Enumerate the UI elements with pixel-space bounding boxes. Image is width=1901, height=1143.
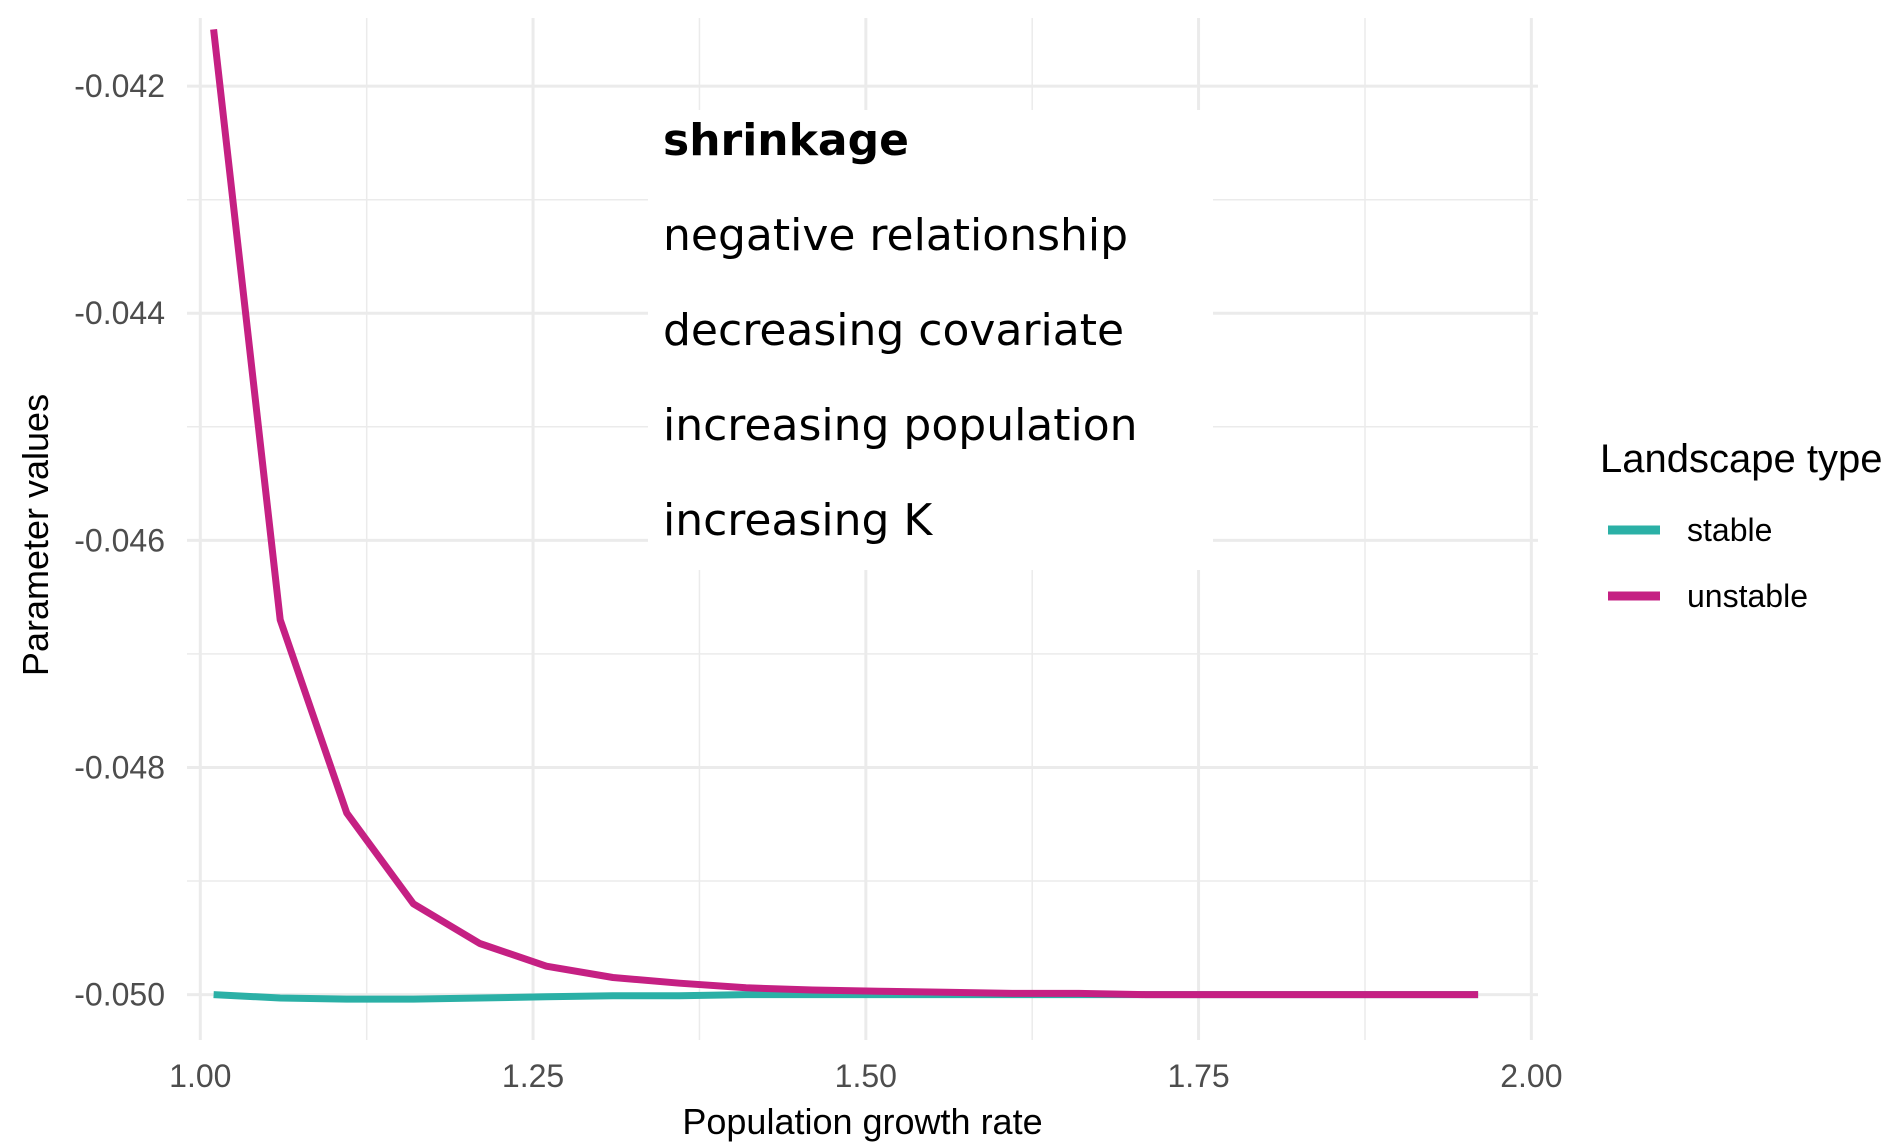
- annotation-background: [648, 110, 1213, 570]
- annotation-line: decreasing covariate: [663, 305, 1124, 356]
- annotation-line: increasing K: [663, 495, 933, 546]
- y-tick-label: -0.048: [74, 749, 165, 785]
- x-axis-tick-labels: 1.00 1.25 1.50 1.75 2.00: [169, 1058, 1562, 1094]
- series-lines: [210, 29, 1479, 1003]
- annotation-line: negative relationship: [663, 210, 1128, 261]
- y-axis-title: Parameter values: [15, 394, 56, 676]
- x-axis-title: Population growth rate: [682, 1101, 1042, 1142]
- x-tick-label: 1.25: [502, 1058, 564, 1094]
- x-tick-label: 2.00: [1500, 1058, 1562, 1094]
- series-line-unstable: [210, 29, 1479, 999]
- x-tick-label: 1.50: [835, 1058, 897, 1094]
- y-tick-label: -0.044: [74, 295, 165, 331]
- annotation-line: shrinkage: [663, 115, 909, 166]
- annotation-text-block: shrinkage negative relationship decreasing…: [663, 115, 1138, 546]
- legend-title: Landscape type: [1600, 437, 1882, 481]
- x-tick-label: 1.75: [1167, 1058, 1229, 1094]
- annotation-line: increasing population: [663, 400, 1138, 451]
- x-tick-label: 1.00: [169, 1058, 231, 1094]
- legend-label-stable: stable: [1687, 512, 1772, 548]
- legend: Landscape type stable unstable: [1600, 437, 1882, 614]
- y-tick-label: -0.050: [74, 977, 165, 1013]
- annotation-background-lower: [648, 110, 718, 560]
- y-tick-label: -0.046: [74, 522, 165, 558]
- legend-label-unstable: unstable: [1687, 578, 1808, 614]
- y-axis-tick-labels: -0.042 -0.044 -0.046 -0.048 -0.050: [74, 68, 165, 1012]
- y-tick-label: -0.042: [74, 68, 165, 104]
